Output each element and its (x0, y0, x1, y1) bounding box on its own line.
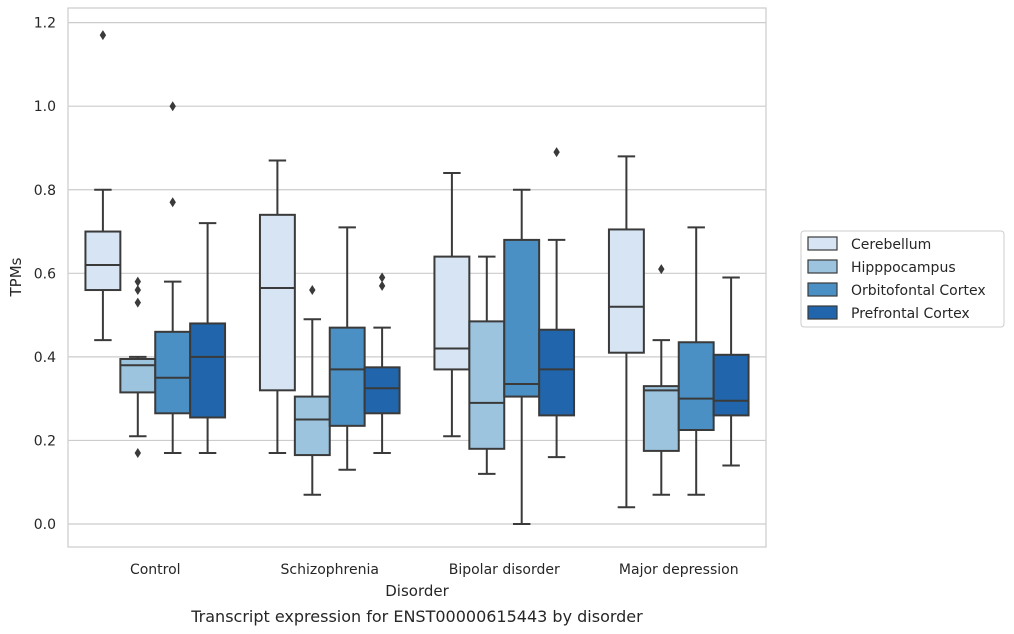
outlier-point (658, 264, 665, 275)
box-cerebellum (258, 159, 296, 454)
outlier-point (553, 147, 560, 158)
y-tick-label: 1.0 (34, 99, 56, 115)
box-iqr (607, 228, 645, 354)
box-prefrontal-cortex (189, 222, 227, 454)
y-tick-labels: 0.0 0.2 0.4 0.6 0.8 1.0 1.2 (34, 16, 56, 533)
y-tick-label: 1.2 (34, 16, 56, 32)
box-iqr (468, 320, 506, 450)
box-iqr (538, 328, 576, 417)
box-iqr (189, 322, 227, 419)
box-iqr (677, 341, 715, 432)
outlier-point (169, 101, 176, 112)
legend-label: Orbitofontal Cortex (851, 283, 986, 299)
box-hipppocampus (119, 276, 157, 458)
box-prefrontal-cortex (363, 272, 401, 454)
legend: Cerebellum Hipppocampus Orbitofontal Corte… (800, 230, 1005, 328)
box-orbitofontal-cortex (503, 188, 541, 526)
legend-label: Hipppocampus (851, 260, 956, 276)
outlier-point (99, 30, 107, 41)
outlier-point (378, 272, 386, 283)
legend-label: Prefrontal Cortex (851, 306, 970, 322)
box-iqr (119, 357, 157, 394)
y-tick-label: 0.2 (34, 433, 56, 449)
legend-label: Cerebellum (851, 237, 931, 253)
box-iqr (293, 395, 331, 457)
outlier-point (134, 297, 141, 308)
legend-swatch (807, 259, 838, 274)
box-iqr (433, 255, 471, 371)
outlier-point (134, 276, 141, 287)
x-tick-label: Control (130, 562, 181, 578)
box-cerebellum (84, 30, 122, 342)
legend-item: Hipppocampus (807, 259, 956, 276)
y-tick-label: 0.4 (34, 350, 56, 366)
box-orbitofontal-cortex (328, 226, 366, 471)
outlier-point (309, 285, 316, 296)
x-tick-labels: Control Schizophrenia Bipolar disorder Majo… (130, 562, 739, 578)
legend-swatch (807, 282, 838, 297)
legend-item: Prefrontal Cortex (807, 305, 970, 322)
figure-caption: Transcript expression for ENST0000061544… (190, 607, 643, 626)
y-tick-label: 0.0 (34, 517, 56, 533)
legend-frame (800, 230, 1005, 328)
box-iqr (258, 213, 296, 392)
x-tick-label: Bipolar disorder (449, 562, 560, 578)
box-iqr (363, 366, 401, 415)
y-tick-label: 0.8 (34, 183, 56, 199)
y-axis-title: TPMs (7, 257, 25, 297)
outlier-point (378, 280, 386, 291)
legend-swatch (807, 305, 838, 320)
box-prefrontal-cortex (538, 147, 576, 459)
x-tick-label: Schizophrenia (281, 562, 379, 578)
box-iqr (154, 330, 192, 415)
box-iqr (328, 326, 366, 427)
outlier-point (169, 197, 176, 208)
plot-area (67, 7, 767, 548)
boxes-layer (84, 30, 750, 526)
box-iqr (503, 238, 541, 398)
box-cerebellum (607, 155, 645, 509)
legend-item: Orbitofontal Cortex (807, 282, 986, 299)
legend-item: Cerebellum (807, 236, 931, 253)
outlier-point (134, 447, 141, 458)
x-tick-label: Major depression (619, 562, 739, 578)
box-iqr (84, 230, 122, 292)
box-hipppocampus (293, 285, 331, 496)
legend-swatch (807, 236, 838, 251)
x-axis-title: Disorder (385, 582, 449, 600)
box-iqr (712, 353, 750, 417)
y-tick-label: 0.6 (34, 266, 56, 282)
box-cerebellum (433, 172, 471, 438)
outlier-point (134, 285, 141, 296)
box-iqr (642, 385, 680, 452)
box-prefrontal-cortex (712, 276, 750, 467)
